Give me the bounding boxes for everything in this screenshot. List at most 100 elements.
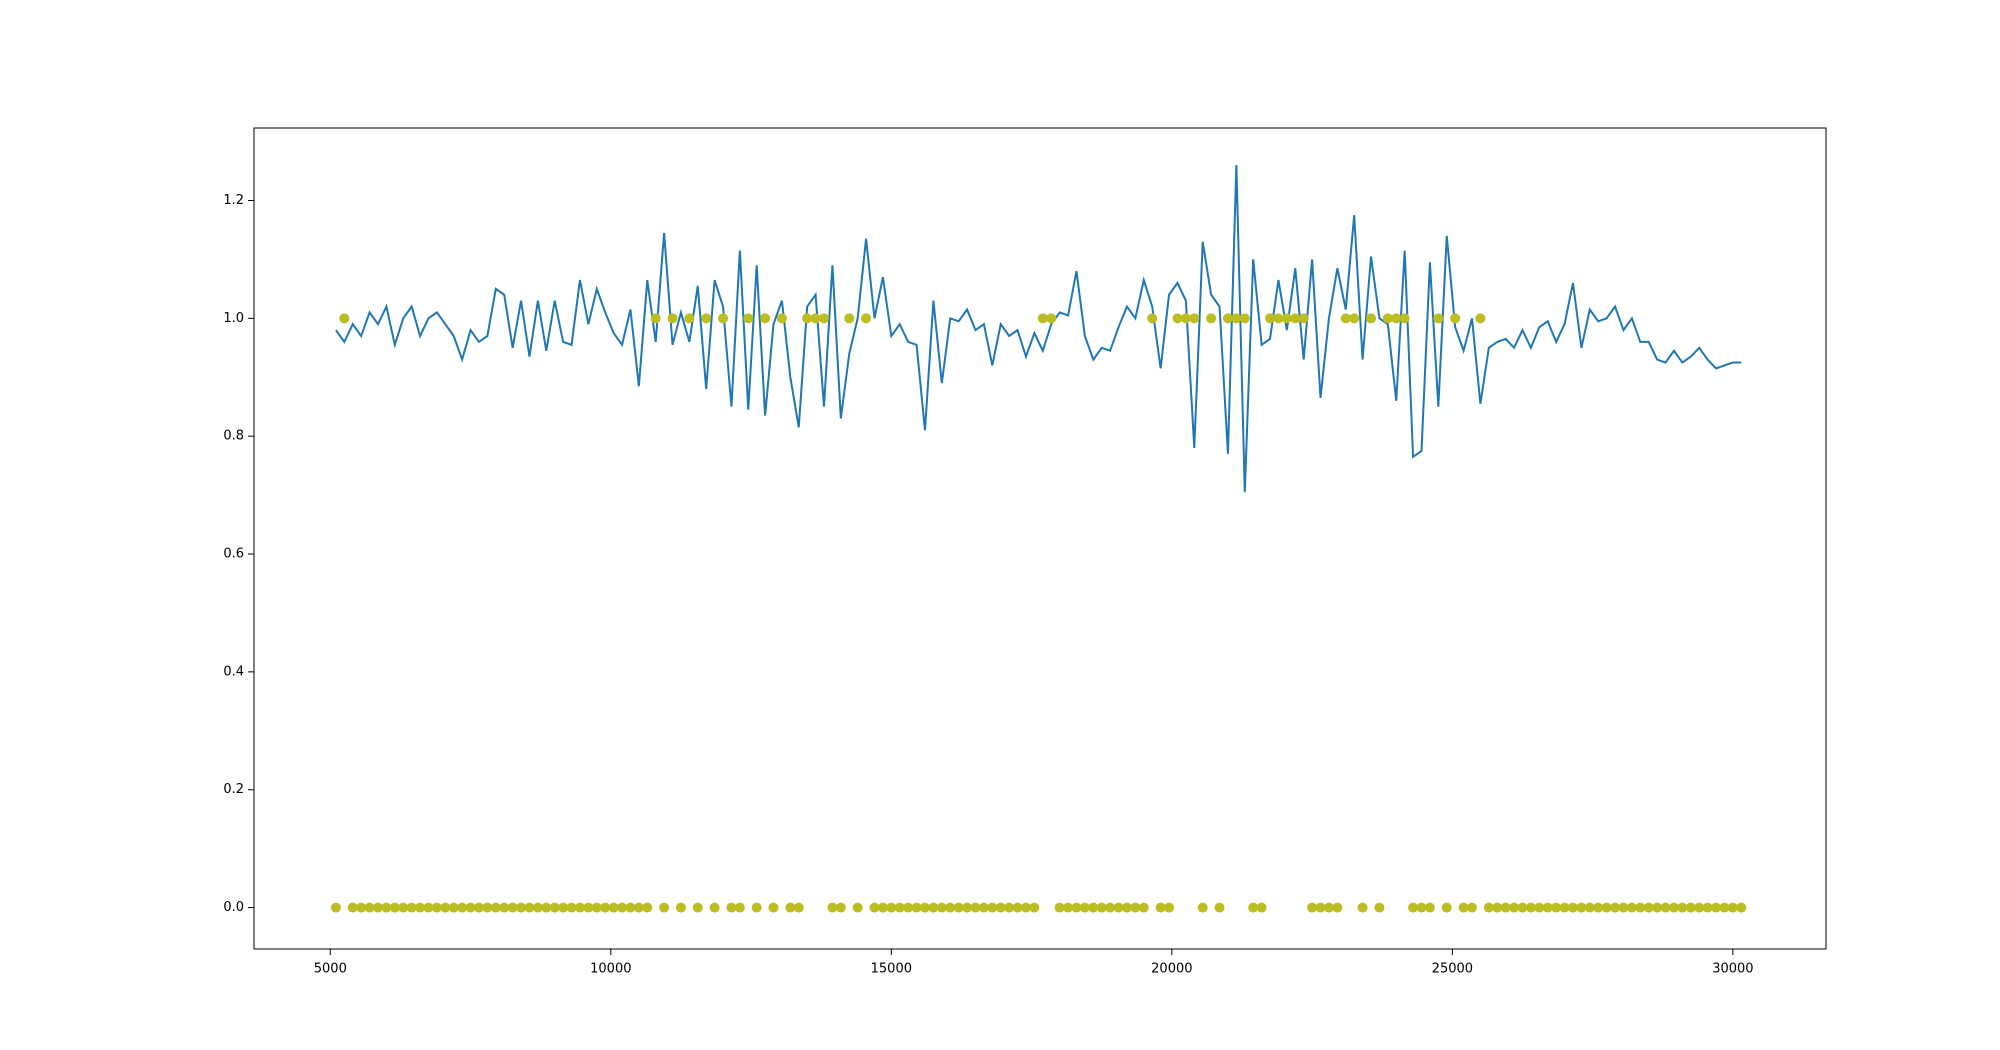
data-point <box>953 902 964 913</box>
data-point <box>1147 313 1158 324</box>
data-point <box>793 902 804 913</box>
data-point <box>1138 902 1149 913</box>
data-point <box>1567 902 1578 913</box>
data-point <box>372 902 383 913</box>
data-point <box>1214 902 1225 913</box>
data-point <box>1037 313 1048 324</box>
data-point <box>726 902 737 913</box>
data-point <box>1290 313 1301 324</box>
y-tick-label: 0.0 <box>223 900 244 915</box>
data-point <box>558 902 569 913</box>
data-point <box>465 902 476 913</box>
data-point <box>1711 902 1722 913</box>
data-point <box>776 313 787 324</box>
data-point <box>903 902 914 913</box>
y-tick-label: 1.2 <box>223 193 244 208</box>
data-point <box>423 902 434 913</box>
data-point <box>1492 902 1503 913</box>
data-point <box>1399 313 1410 324</box>
data-point <box>1702 902 1713 913</box>
data-point <box>1273 313 1284 324</box>
data-point <box>718 313 729 324</box>
data-point <box>541 902 552 913</box>
data-point <box>1164 902 1175 913</box>
data-point <box>1668 902 1679 913</box>
data-point <box>1357 902 1368 913</box>
data-point <box>861 313 872 324</box>
data-point <box>1340 313 1351 324</box>
data-point <box>1534 902 1545 913</box>
data-point <box>608 902 619 913</box>
data-point <box>962 902 973 913</box>
data-point <box>819 313 830 324</box>
data-point <box>532 902 543 913</box>
data-point <box>1063 902 1074 913</box>
data-point <box>1525 902 1536 913</box>
data-point <box>1433 313 1444 324</box>
data-point <box>1054 902 1065 913</box>
plot-frame <box>253 127 1827 950</box>
data-point <box>1189 313 1200 324</box>
data-point <box>1736 902 1747 913</box>
data-point <box>516 902 527 913</box>
data-point <box>1012 902 1023 913</box>
data-point <box>1517 902 1528 913</box>
data-point <box>347 902 358 913</box>
data-point <box>507 902 518 913</box>
data-point <box>1626 902 1637 913</box>
data-line <box>335 165 1742 493</box>
data-point <box>1281 313 1292 324</box>
data-point <box>785 902 796 913</box>
data-point <box>1374 902 1385 913</box>
data-point <box>1509 902 1520 913</box>
data-point <box>978 902 989 913</box>
data-point <box>1610 902 1621 913</box>
x-tick-label: 10000 <box>590 962 631 977</box>
data-point <box>987 902 998 913</box>
data-point <box>919 902 930 913</box>
data-point <box>995 902 1006 913</box>
data-point <box>499 902 510 913</box>
data-point <box>1475 313 1486 324</box>
data-point <box>524 902 535 913</box>
data-point <box>490 902 501 913</box>
data-point <box>1441 902 1452 913</box>
data-point <box>886 902 897 913</box>
data-point <box>1349 313 1360 324</box>
data-point <box>1542 902 1553 913</box>
data-point <box>339 313 350 324</box>
data-point <box>1130 902 1141 913</box>
data-point <box>473 902 484 913</box>
data-point <box>398 902 409 913</box>
data-point <box>1105 902 1116 913</box>
data-point <box>852 902 863 913</box>
data-point <box>1323 902 1334 913</box>
data-point <box>743 313 754 324</box>
data-point <box>802 313 813 324</box>
data-point <box>675 902 686 913</box>
data-point <box>1601 902 1612 913</box>
data-point <box>877 902 888 913</box>
data-point <box>1593 902 1604 913</box>
data-point <box>1180 313 1191 324</box>
data-point <box>709 902 720 913</box>
data-point <box>1727 902 1738 913</box>
data-point <box>1004 902 1015 913</box>
x-tick-label: 15000 <box>871 962 912 977</box>
data-point <box>625 902 636 913</box>
data-point <box>827 902 838 913</box>
x-tick-label: 20000 <box>1151 962 1192 977</box>
data-point <box>1239 313 1250 324</box>
data-point <box>1088 902 1099 913</box>
data-point <box>684 313 695 324</box>
data-point <box>1206 313 1217 324</box>
data-point <box>1677 902 1688 913</box>
data-point <box>1046 313 1057 324</box>
data-point <box>1029 902 1040 913</box>
data-point <box>1450 313 1461 324</box>
data-point <box>1231 313 1242 324</box>
data-point <box>591 902 602 913</box>
data-point <box>970 902 981 913</box>
data-point <box>1500 902 1511 913</box>
